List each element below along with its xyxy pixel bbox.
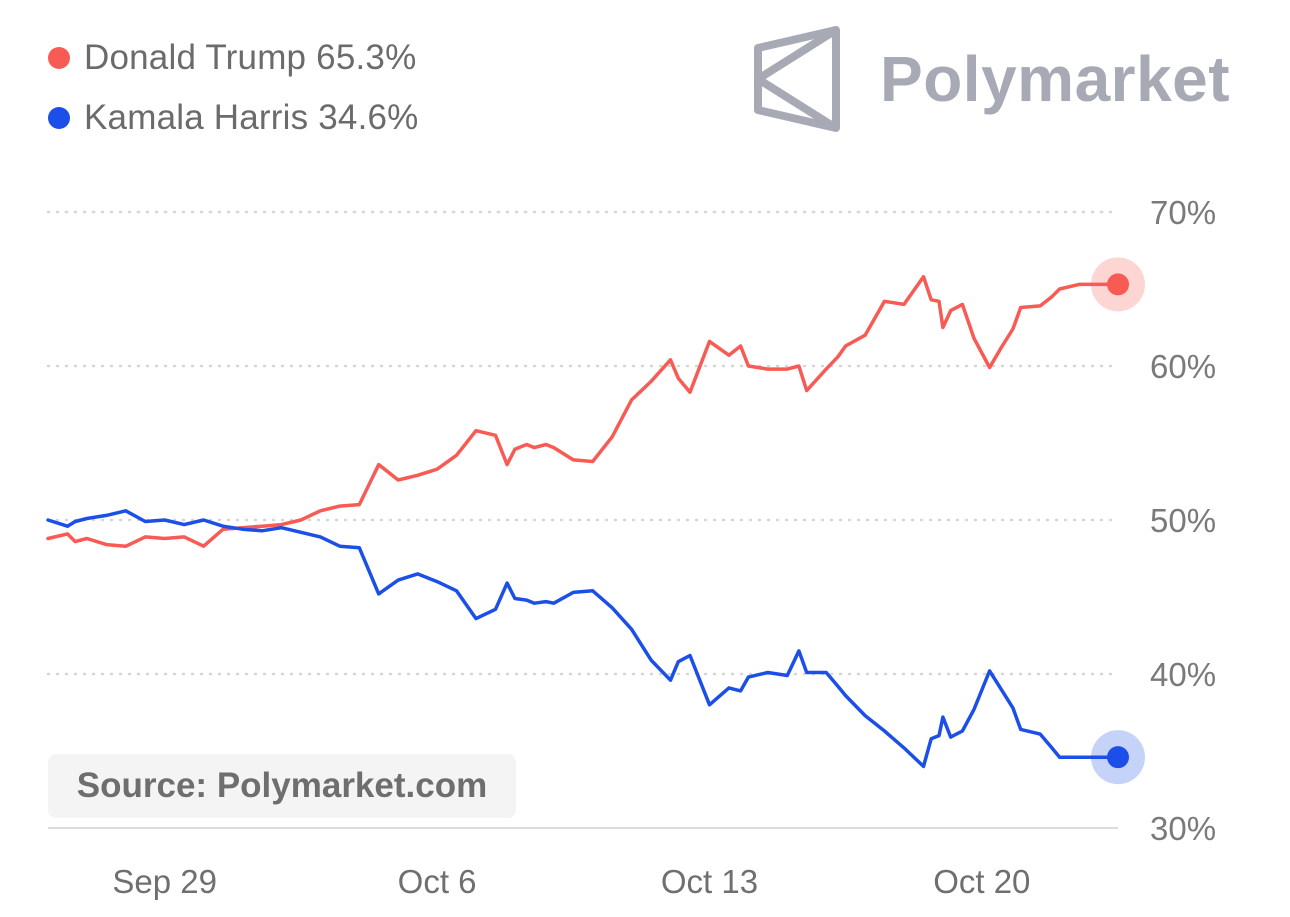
legend-dot-harris	[48, 107, 70, 129]
y-tick-label: 30%	[1150, 810, 1216, 847]
legend-item-trump[interactable]: Donald Trump 65.3%	[48, 28, 419, 88]
polymarket-logo-icon	[754, 26, 840, 132]
legend-item-harris[interactable]: Kamala Harris 34.6%	[48, 88, 419, 148]
legend-label-trump: Donald Trump 65.3%	[84, 38, 417, 77]
y-tick-label: 50%	[1150, 502, 1216, 539]
y-tick-label: 70%	[1150, 194, 1216, 231]
y-tick-label: 40%	[1150, 656, 1216, 693]
chart-legend: Donald Trump 65.3% Kamala Harris 34.6%	[48, 28, 419, 148]
series-line-trump	[46, 274, 1120, 548]
endpoint-dot-harris	[1107, 746, 1129, 769]
source-badge: Source: Polymarket.com	[48, 754, 516, 818]
series-line-harris	[46, 509, 1120, 769]
x-tick-label: Oct 13	[661, 863, 758, 900]
x-tick-label: Sep 29	[112, 863, 217, 900]
legend-label-harris: Kamala Harris 34.6%	[84, 98, 419, 137]
endpoint-dot-trump	[1107, 273, 1129, 296]
y-tick-label: 60%	[1150, 348, 1216, 385]
x-tick-label: Oct 20	[933, 863, 1030, 900]
brand-logo: Polymarket	[752, 26, 1230, 132]
source-text: Source: Polymarket.com	[76, 766, 488, 805]
legend-dot-trump	[48, 47, 70, 69]
brand-name: Polymarket	[880, 43, 1231, 115]
x-tick-label: Oct 6	[398, 863, 477, 900]
